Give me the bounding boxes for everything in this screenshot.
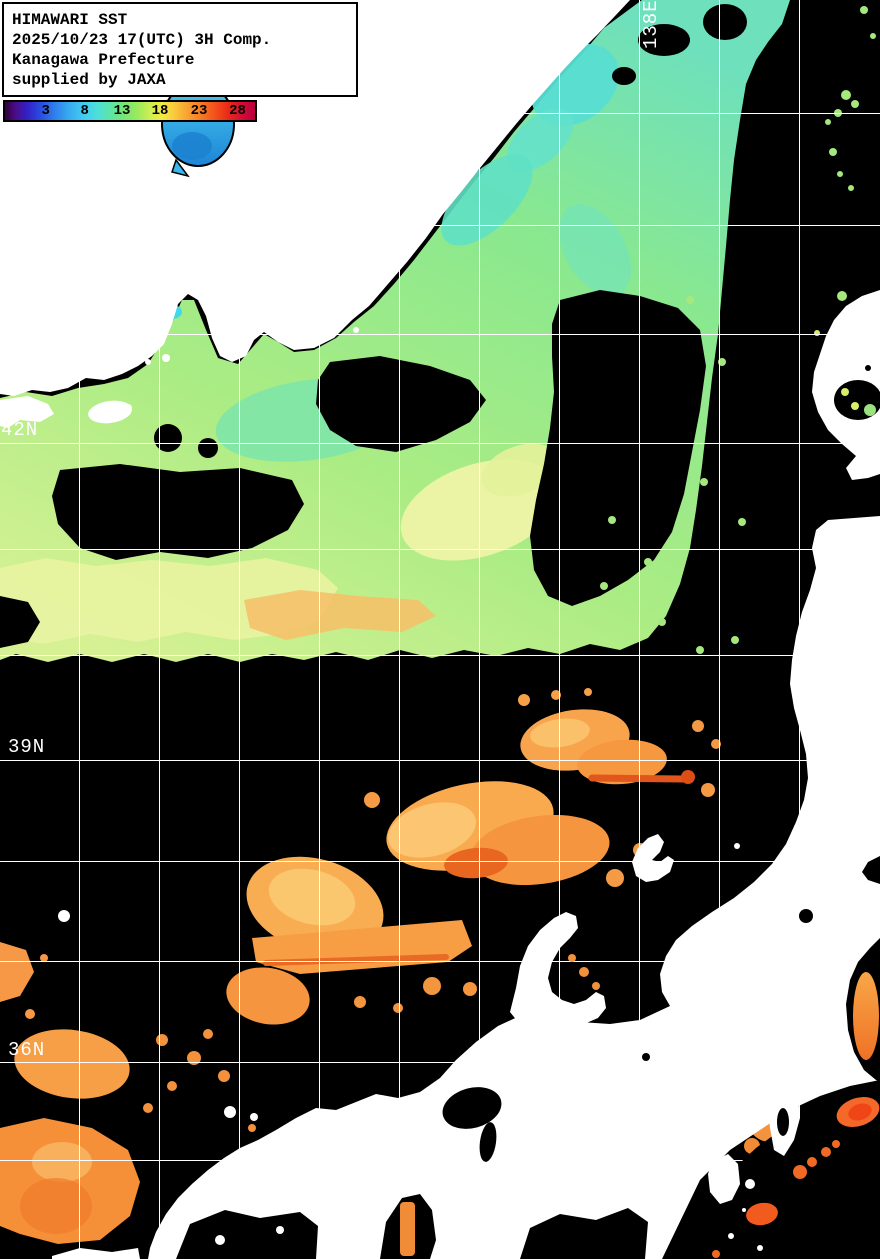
sea-cyan-patch xyxy=(506,108,574,172)
island-awashima xyxy=(734,843,740,849)
land-noto-peninsula xyxy=(510,912,606,1026)
land-sado-island xyxy=(632,834,674,882)
colorbar-tick: 8 xyxy=(80,103,89,119)
toyama-bay-sst xyxy=(568,954,576,962)
sendai-bay-notch xyxy=(862,856,880,884)
kuroshio-sst-core xyxy=(848,1103,872,1121)
lake-khanka-outlet xyxy=(171,158,190,178)
colorbar-tick: 18 xyxy=(151,103,169,119)
island-izu xyxy=(728,1233,734,1239)
longitude-label-138e: 138E xyxy=(640,0,662,49)
land-coast-fragment xyxy=(0,396,54,428)
island-izu-oshima xyxy=(745,1179,755,1189)
land-honshu xyxy=(148,516,880,1259)
pacific-corner xyxy=(668,1088,880,1259)
cloud-hole xyxy=(316,356,486,452)
latitude-label-36n: 36N xyxy=(8,1039,46,1061)
toyama-bay-sst xyxy=(592,982,600,990)
cloud-hole xyxy=(198,438,218,458)
cloud-hole xyxy=(703,4,747,40)
cloud-hole xyxy=(638,24,690,56)
cloud-hole xyxy=(612,67,636,85)
pacific-warm-sst xyxy=(853,972,879,1060)
sea-cyan-patch xyxy=(558,204,632,296)
island-oki xyxy=(224,1106,236,1118)
sea-tan-streak xyxy=(244,590,436,640)
cloud-over-land xyxy=(520,1208,648,1259)
island-izu xyxy=(742,1208,746,1212)
lake-inawashiro xyxy=(799,909,813,923)
sst-speckles-green xyxy=(600,6,876,654)
colorbar-gradient xyxy=(5,102,255,120)
title-product: HIMAWARI SST xyxy=(12,11,128,29)
tokyo-bay xyxy=(777,1108,789,1136)
kuroshio-sst xyxy=(793,1165,807,1179)
land-izu-peninsula xyxy=(708,1154,740,1204)
colorbar-tick: 3 xyxy=(41,103,50,119)
kuroshio-sst xyxy=(832,1140,840,1148)
cloud-over-land xyxy=(176,1210,318,1259)
funka-bay-sst xyxy=(864,404,876,416)
cloud-hole xyxy=(530,290,706,606)
latitude-label-42n: 42N xyxy=(1,419,39,441)
kuroshio-sst xyxy=(807,1157,817,1167)
colorbar: 3 8 13 18 23 28 xyxy=(3,100,257,122)
island-ulleungdo xyxy=(58,910,70,922)
island-izu xyxy=(757,1245,763,1251)
kuroshio-sst xyxy=(821,1147,831,1157)
osaka-bay-sst xyxy=(400,1202,415,1256)
funka-bay-sst xyxy=(841,388,849,396)
island xyxy=(124,404,132,412)
sea-cyan-patch xyxy=(441,154,533,246)
funka-bay-sst xyxy=(851,402,859,410)
title-region: Kanagawa Prefecture xyxy=(12,51,195,69)
lake-suwa xyxy=(642,1053,650,1061)
colorbar-tick: 23 xyxy=(190,103,208,119)
colorbar-tick: 28 xyxy=(229,103,246,119)
wakasa-bay xyxy=(442,1087,502,1129)
island xyxy=(162,354,170,362)
title-box: HIMAWARI SST 2025/10/23 17(UTC) 3H Comp.… xyxy=(2,2,358,97)
island xyxy=(353,327,359,333)
kuroshio-sst xyxy=(746,1202,778,1226)
latitude-label-39n: 39N xyxy=(8,736,46,758)
land-coast-fragment xyxy=(88,400,132,424)
coast-speck xyxy=(276,1226,284,1234)
lake-toya xyxy=(865,365,871,371)
title-credit: supplied by JAXA xyxy=(12,71,166,89)
kuroshio-sst xyxy=(712,1250,720,1258)
toyama-bay-sst xyxy=(579,967,589,977)
island xyxy=(145,359,151,365)
cloud-hole xyxy=(154,424,182,452)
title-datetime: 2025/10/23 17(UTC) 3H Comp. xyxy=(12,31,272,49)
sea-pale-yellow xyxy=(481,443,559,497)
cloud-hole xyxy=(52,464,304,560)
colorbar-tick: 13 xyxy=(113,103,131,119)
island-oki xyxy=(250,1113,258,1121)
lake-khanka-deep xyxy=(172,132,212,160)
cloud-hole xyxy=(0,596,40,648)
land-coast-wisp xyxy=(52,1248,140,1259)
land-continent xyxy=(0,0,630,396)
lake-biwa xyxy=(479,1122,497,1162)
coast-speck xyxy=(215,1235,225,1245)
